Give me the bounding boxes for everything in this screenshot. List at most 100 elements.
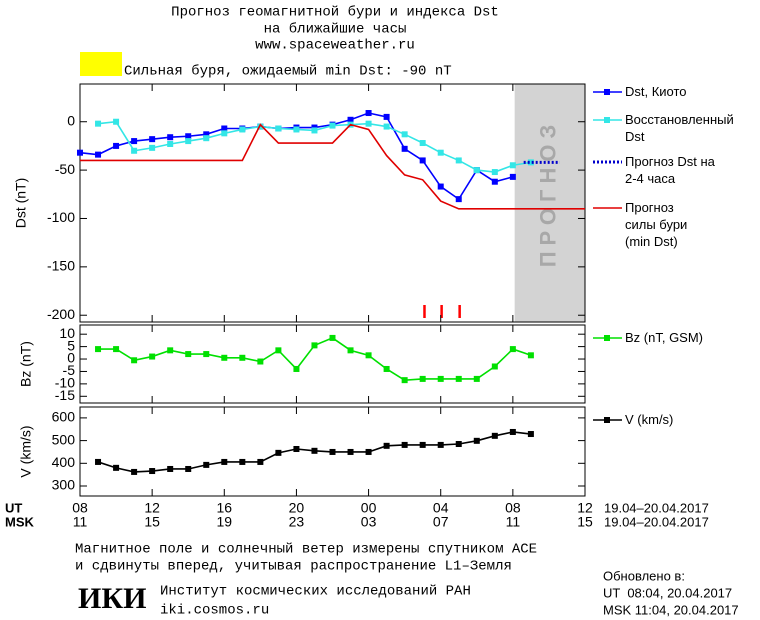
note: и сдвинуты вперед, учитывая распростране… <box>75 559 512 575</box>
point <box>203 135 210 142</box>
point <box>437 149 444 156</box>
y-tick-label: -100 <box>47 209 75 225</box>
panel-frame <box>79 406 586 497</box>
point <box>203 131 210 138</box>
x-tick-label: 08 <box>72 500 88 516</box>
point <box>149 468 156 475</box>
point <box>221 458 228 465</box>
point <box>293 446 300 453</box>
legend-label: Bz (nT, GSM) <box>625 330 704 345</box>
x-tick-label: 03 <box>361 514 377 530</box>
point <box>257 358 264 365</box>
point <box>383 365 390 372</box>
point <box>365 120 372 127</box>
point <box>185 133 192 140</box>
point <box>527 431 534 438</box>
x-tick-label: 00 <box>361 500 377 516</box>
x-tick-label: 20 <box>289 500 305 516</box>
x-tick-label: 11 <box>506 514 521 530</box>
point <box>383 442 390 449</box>
y-tick-label: 0 <box>67 112 75 128</box>
y-tick-label: -200 <box>47 306 75 322</box>
point <box>473 375 480 382</box>
point <box>311 342 318 349</box>
point <box>437 375 444 382</box>
legend-label: V (km/s) <box>625 412 674 427</box>
x-tick-label: 12 <box>577 500 593 516</box>
point <box>347 448 354 455</box>
point <box>401 377 408 384</box>
point <box>311 447 318 454</box>
panel-frame <box>79 83 586 323</box>
x-tick-label: 15 <box>577 514 593 530</box>
legend-label: Dst, Киото <box>625 84 687 99</box>
point <box>455 441 462 448</box>
point <box>491 363 498 370</box>
y-axis-label: V (km/s) <box>18 425 34 477</box>
point <box>131 357 138 364</box>
point <box>455 196 462 203</box>
y-tick-label: 500 <box>52 431 76 447</box>
legend-marker <box>604 417 610 423</box>
point <box>329 448 336 455</box>
point <box>401 441 408 448</box>
point <box>383 123 390 130</box>
point <box>437 441 444 448</box>
y-tick-label: -150 <box>47 258 75 274</box>
date-range: 19.04–20.04.2017 <box>604 500 709 515</box>
point <box>131 147 138 154</box>
y-tick-label: -15 <box>55 387 75 403</box>
y-axis-label: Bz (nT) <box>18 341 34 387</box>
point <box>203 351 210 358</box>
url: www.spaceweather.ru <box>255 38 415 54</box>
point <box>509 162 516 169</box>
point <box>239 126 246 133</box>
point <box>509 173 516 180</box>
y-tick-label: 600 <box>52 409 76 425</box>
point <box>311 127 318 134</box>
point <box>221 125 228 132</box>
y-tick-label: 0 <box>67 350 75 366</box>
point <box>527 352 534 359</box>
point <box>347 116 354 123</box>
point <box>473 167 480 174</box>
x-tick-label: 07 <box>433 514 449 530</box>
point <box>383 113 390 120</box>
point <box>257 458 264 465</box>
point <box>455 157 462 164</box>
legend-marker <box>604 335 610 341</box>
y-tick-label: -10 <box>55 375 75 391</box>
x-tick-label: 04 <box>433 500 449 516</box>
legend-label: Прогноз силы бури (min Dst) <box>625 200 688 249</box>
note: Магнитное поле и солнечный ветер измерен… <box>75 541 537 558</box>
x-tick-label: 16 <box>216 500 232 516</box>
institute: Институт космических исследований РАН <box>160 583 471 600</box>
point <box>113 346 120 353</box>
point <box>185 138 192 145</box>
point <box>365 352 372 359</box>
x-tick-label: 15 <box>144 514 160 530</box>
point <box>437 183 444 190</box>
point <box>185 351 192 358</box>
point <box>95 458 102 465</box>
status: Сильная буря, ожидаемый min Dst: -90 nT <box>124 63 452 80</box>
point <box>95 151 102 158</box>
x-tick-label: 19 <box>216 514 232 530</box>
msk-label: MSK <box>5 514 35 529</box>
point <box>347 347 354 354</box>
point <box>149 136 156 143</box>
ut-label: UT <box>5 500 22 515</box>
point <box>95 120 102 127</box>
x-tick-label: 12 <box>144 500 160 516</box>
point <box>149 144 156 151</box>
point <box>473 437 480 444</box>
title: Прогноз геомагнитной бури и индекса Dst <box>171 4 499 21</box>
y-tick-label: 5 <box>67 337 75 353</box>
y-tick-label: -5 <box>63 362 76 378</box>
point <box>329 334 336 341</box>
point <box>131 138 138 145</box>
legend-label: Прогноз Dst на 2-4 часа <box>625 154 715 186</box>
point <box>419 375 426 382</box>
point <box>419 157 426 164</box>
point <box>491 178 498 185</box>
